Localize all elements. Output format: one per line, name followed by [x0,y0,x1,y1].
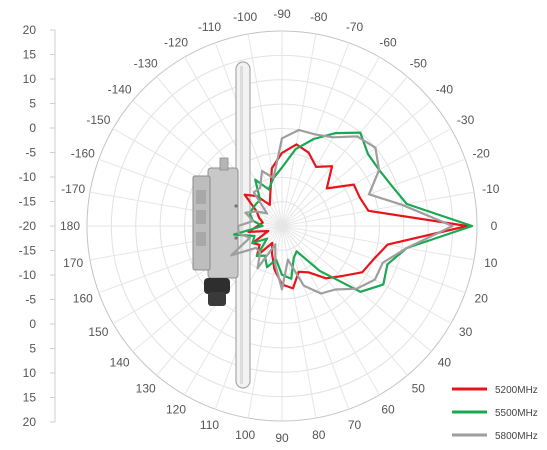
grid-spoke [281,100,432,227]
radial-tick-labels: 20 15 10 5 0 -5 -10 -15 -20 -15 -10 -5 0 5 10 15 20 [19,23,37,429]
angle-tick-label: 80 [312,428,326,442]
angle-tick-label: 0 [491,219,498,233]
angle-tick-label: -140 [108,83,132,97]
grid-spoke [281,225,380,396]
angle-tick-label: 180 [60,219,80,233]
angle-tick-label: -130 [134,57,158,71]
angle-tick-label: -100 [233,10,257,24]
radial-tick-label: -15 [19,195,37,209]
angle-tick-labels: -90 -80-70-60-50-40-30-20-100102030405060… [60,7,500,445]
polar-grid [86,30,478,422]
grid-spoke [184,56,283,227]
radial-tick-label: 20 [23,23,37,37]
radial-tick-label: 0 [29,317,36,331]
radial-tick-label: -15 [19,244,37,258]
angle-tick-label: 90 [275,431,289,445]
angle-tick-label: 30 [459,325,473,339]
radial-tick-label: -20 [19,219,37,233]
angle-tick-label: -80 [310,10,328,24]
series-line-5800MHz [230,128,454,295]
radial-tick-label: -5 [25,293,36,307]
angle-tick-label: 60 [381,403,395,417]
radial-tick-label: 0 [29,121,36,135]
radial-scale-axis [50,29,56,423]
series-line-5200MHz [243,143,469,290]
radial-tick-label: 10 [23,72,37,86]
grid-spoke [281,128,452,227]
angle-tick-label: -170 [61,182,85,196]
angle-tick-label: 10 [484,256,498,270]
radial-tick-label: -10 [19,170,37,184]
radial-tick-label: 20 [23,415,37,429]
angle-tick-label: -90 [273,7,291,21]
angle-tick-label: 130 [136,381,156,395]
angle-tick-label: -20 [473,147,491,161]
angle-tick-label: -160 [71,147,95,161]
angle-tick-label: -110 [198,20,221,34]
angle-tick-label: -70 [346,20,364,34]
angle-tick-label: 120 [166,403,186,417]
grid-spoke [281,158,466,227]
angle-tick-label: 110 [200,418,219,432]
legend-label-5500MHz: 5500MHz [495,408,538,419]
angle-tick-label: -40 [436,83,454,97]
grid-spoke [98,225,283,294]
grid-spoke [132,100,283,227]
legend-label-5200MHz: 5200MHz [495,385,538,396]
radial-tick-label: 5 [29,97,36,111]
angle-tick-label: 160 [73,292,93,306]
angle-tick-label: -50 [410,57,428,71]
angle-tick-label: 100 [235,428,255,442]
grid-spoke [98,158,283,227]
series-line-5500MHz [232,131,474,293]
angle-tick-label: 20 [475,292,489,306]
angle-tick-label: -30 [457,113,475,127]
grid-spoke [281,225,408,376]
angle-tick-label: -120 [164,35,188,49]
series-layer [230,128,474,295]
legend: 5200MHz 5500MHz 5800MHz [452,385,538,442]
angle-tick-label: 170 [63,256,83,270]
grid-spoke [281,191,475,227]
radial-tick-label: 15 [23,48,37,62]
grid-spoke [247,225,283,419]
grid-spoke [247,33,283,227]
legend-label-5800MHz: 5800MHz [495,431,538,442]
radial-tick-label: -10 [19,268,37,282]
radial-tick-label: -5 [25,146,36,160]
angle-tick-label: -150 [86,113,110,127]
grid-spoke [281,225,317,419]
angle-tick-label: 150 [88,325,108,339]
grid-spoke [281,76,408,227]
angle-tick-label: 70 [348,418,362,432]
angle-tick-label: -10 [482,182,500,196]
radial-tick-label: 15 [23,391,37,405]
grid-spoke [156,76,283,227]
grid-spoke [281,56,380,227]
grid-spoke [281,225,350,410]
angle-tick-label: 40 [438,355,452,369]
radial-tick-label: 5 [29,342,36,356]
grid-spoke [281,225,452,324]
angle-tick-label: 50 [412,381,426,395]
grid-spoke [281,225,475,261]
angle-tick-label: -60 [379,35,397,49]
angle-tick-label: 140 [110,355,130,369]
grid-spoke [184,225,283,396]
radial-tick-label: 10 [23,366,37,380]
